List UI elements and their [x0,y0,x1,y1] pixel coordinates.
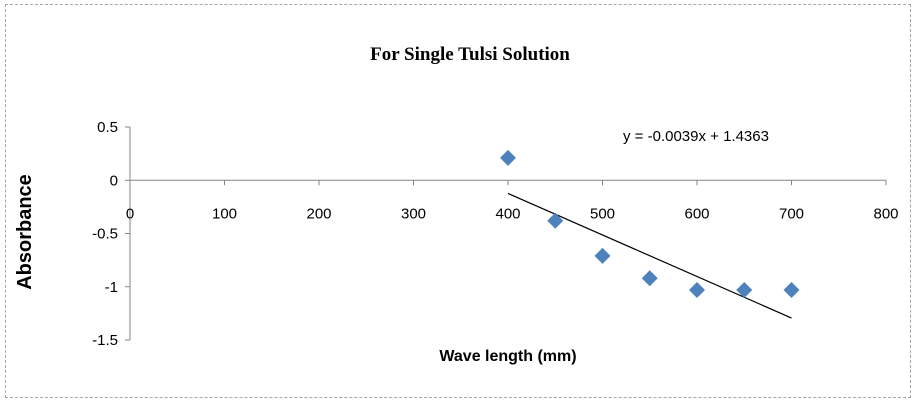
data-point [689,281,705,298]
data-point [500,149,516,166]
x-tick-label: 400 [495,205,520,222]
axes: 0.5 0 -0.5 -1 -1.5 0 100 200 300 400 500 600 700 800 [92,119,898,349]
x-axis-title: Wave length (mm) [439,348,576,365]
data-point [783,281,800,298]
trendline-equation: y = -0.0039x + 1.4363 [623,128,769,145]
y-tick-label: -0.5 [92,226,118,243]
trendline [507,192,792,319]
data-point [736,281,753,298]
x-tick-label: 0 [126,205,134,222]
y-tick-label: -1 [105,279,118,296]
data-point [547,212,564,229]
data-point [594,247,611,264]
chart-title: For Single Tulsi Solution [370,44,570,65]
x-tick-label: 800 [873,205,898,222]
y-tick-label: 0.5 [97,119,118,136]
y-tick-label: -1.5 [92,332,118,349]
x-tick-label: 600 [684,205,709,222]
y-axis-title: Absorbance [14,174,36,290]
data-point [641,270,658,287]
chart-frame [5,4,911,398]
x-tick-label: 500 [590,205,615,222]
x-tick-label: 700 [779,205,804,222]
x-tick-label: 100 [212,205,237,222]
x-tick-label: 300 [401,205,426,222]
y-tick-label: 0 [110,172,118,189]
data-marks [500,149,800,319]
x-tick-label: 200 [306,205,331,222]
